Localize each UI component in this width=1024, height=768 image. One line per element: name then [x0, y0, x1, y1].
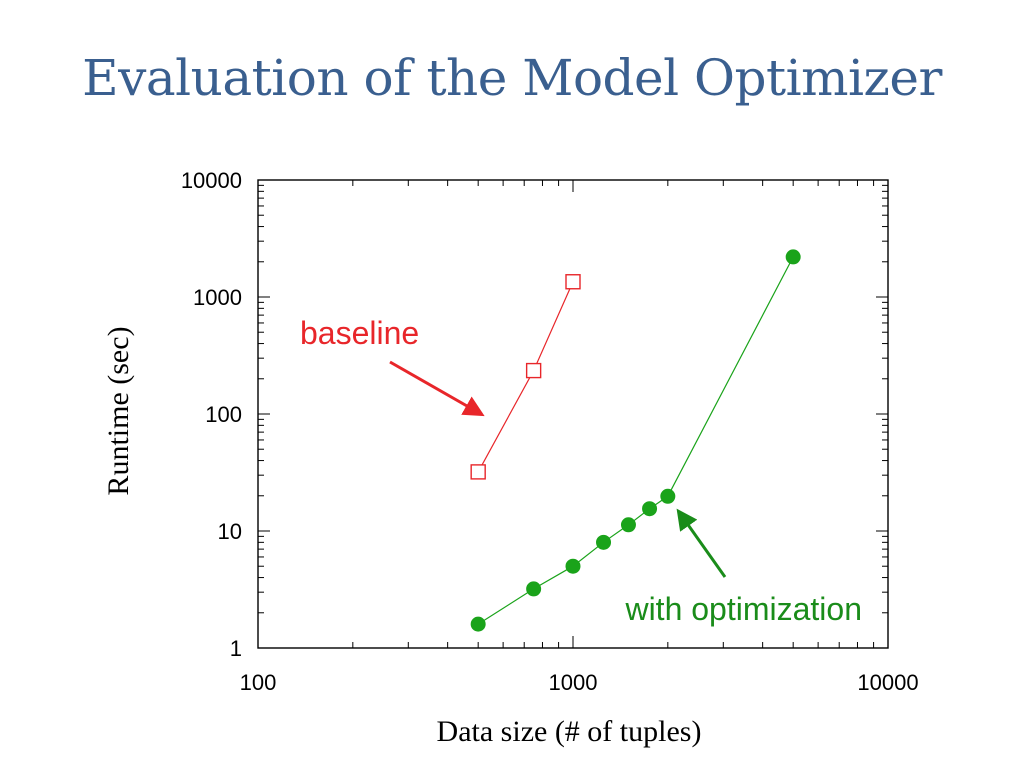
with-optimization-point	[526, 581, 542, 597]
annotations: baseline with optimization	[300, 315, 862, 627]
with-optimization-point	[785, 249, 801, 265]
baseline-annotation-label: baseline	[300, 315, 419, 351]
y-tick-label: 10000	[181, 168, 242, 193]
baseline-annotation-arrow	[389, 360, 485, 417]
with-optimization-point	[596, 534, 612, 550]
y-axis-title: Runtime (sec)	[102, 326, 135, 495]
x-axis-title: Data size (# of tuples)	[437, 715, 702, 748]
with-optimization-point	[565, 558, 581, 574]
x-tick-label: 10000	[857, 670, 918, 695]
x-tick-label: 1000	[549, 670, 598, 695]
x-tick-label: 100	[240, 670, 277, 695]
x-tick-labels: 100 1000 10000	[240, 670, 919, 695]
series-layer	[470, 249, 801, 632]
plot-frame	[257, 179, 889, 649]
y-tick-label: 100	[205, 402, 242, 427]
with-optimization-point	[642, 501, 658, 517]
with-optimization-annotation-label: with optimization	[624, 591, 862, 627]
slide-title: Evaluation of the Model Optimizer	[82, 49, 942, 107]
y-tick-label: 1000	[193, 285, 242, 310]
y-tick-label: 10	[218, 519, 242, 544]
axis-ticks	[258, 180, 888, 648]
with-optimization-annotation-arrow	[676, 508, 727, 578]
with-optimization-line	[477, 256, 794, 625]
y-tick-label: 1	[230, 636, 242, 661]
baseline-point	[470, 464, 486, 480]
baseline-point	[565, 274, 581, 290]
baseline-line	[477, 281, 574, 473]
with-optimization-point	[620, 517, 636, 533]
with-optimization-point	[660, 488, 676, 504]
with-optimization-point	[470, 616, 486, 632]
baseline-point	[525, 362, 542, 379]
y-tick-labels: 1 10 100 1000 10000	[181, 168, 242, 661]
